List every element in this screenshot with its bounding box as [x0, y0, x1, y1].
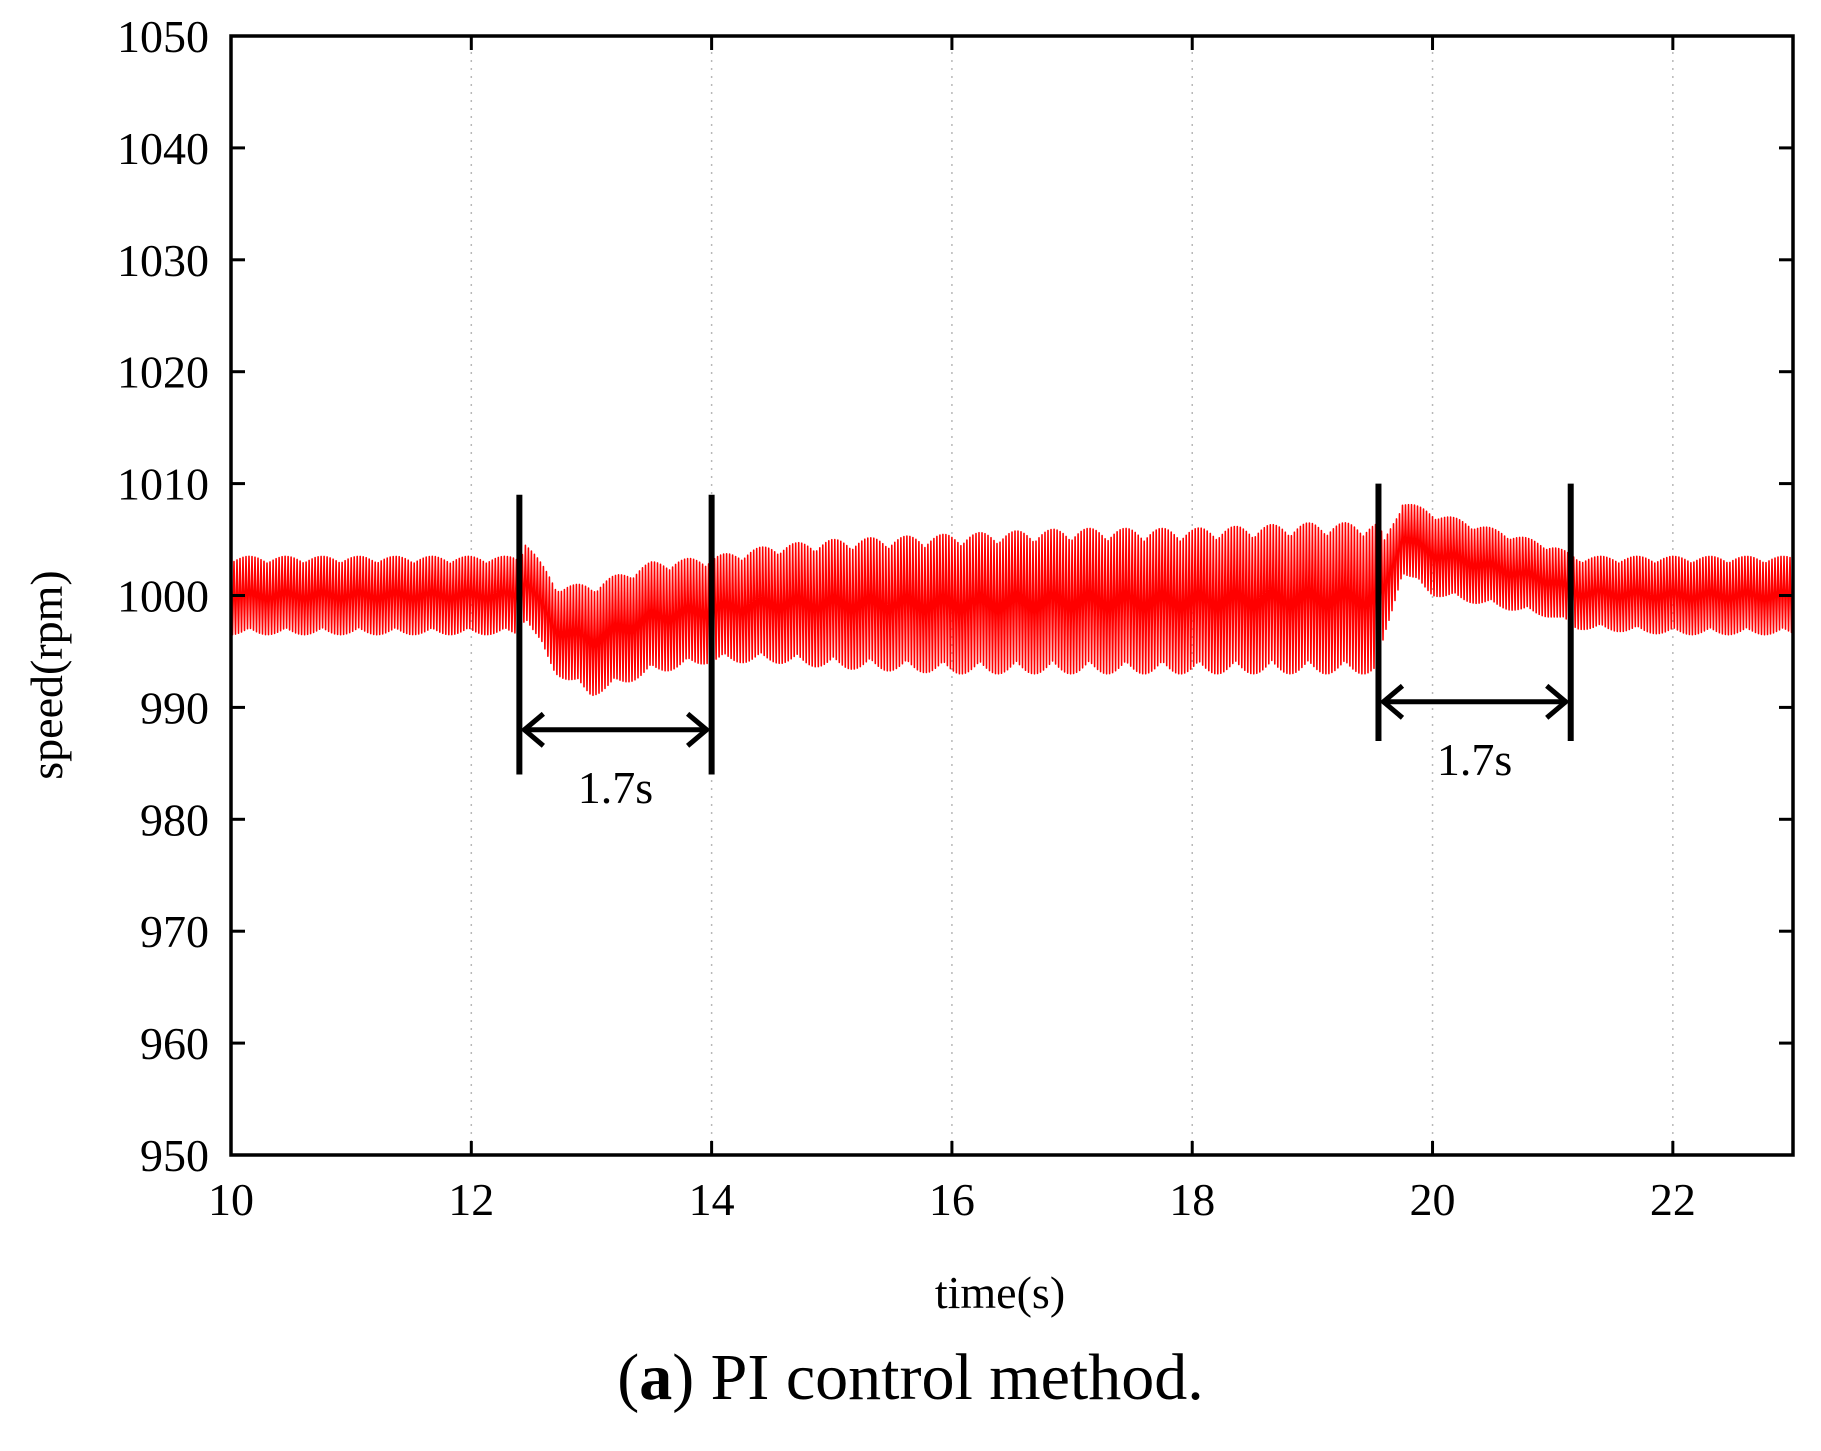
arrow-head-right: [686, 711, 711, 748]
y-tick-label: 1000: [117, 571, 209, 622]
speed-line: [230, 503, 1794, 697]
caption-label: a: [639, 1341, 673, 1414]
y-tick-label: 1050: [117, 11, 209, 62]
x-tick-label: 20: [1410, 1174, 1456, 1225]
caption-text: PI control method.: [694, 1341, 1204, 1414]
arrow-head-left: [520, 711, 545, 748]
arrow-head-right: [1545, 683, 1570, 720]
y-axis-label: speed(rpm): [21, 570, 72, 779]
y-tick-label: 980: [140, 794, 209, 845]
arrow-head-left: [1379, 683, 1405, 720]
duration-label: 1.7s: [1437, 734, 1512, 785]
x-tick-label: 12: [448, 1174, 494, 1225]
y-tick-label: 990: [140, 682, 209, 733]
x-tick-label: 10: [208, 1174, 254, 1225]
y-tick-label: 1040: [117, 123, 209, 174]
y-tick-label: 970: [140, 906, 209, 957]
y-tick-label: 1010: [117, 459, 209, 510]
speed-series: [230, 503, 1794, 697]
x-tick-label: 16: [929, 1174, 975, 1225]
figure-caption: (a) PI control method.: [617, 1341, 1204, 1414]
x-tick-label: 18: [1169, 1174, 1215, 1225]
y-tick-label: 960: [140, 1018, 209, 1069]
y-tick-label: 1030: [117, 235, 209, 286]
axis-ticks: 10 12 14 16 18 20 22 950 960 970 980 990 1000 1010 102…: [117, 11, 1793, 1225]
annotations: 1.7s 1.7s: [516, 483, 1574, 813]
x-axis-label: time(s): [935, 1267, 1065, 1318]
duration-label: 1.7s: [578, 762, 653, 813]
x-tick-label: 14: [689, 1174, 735, 1225]
y-tick-label: 1020: [117, 347, 209, 398]
x-tick-label: 22: [1650, 1174, 1696, 1225]
y-tick-label: 950: [140, 1130, 209, 1181]
